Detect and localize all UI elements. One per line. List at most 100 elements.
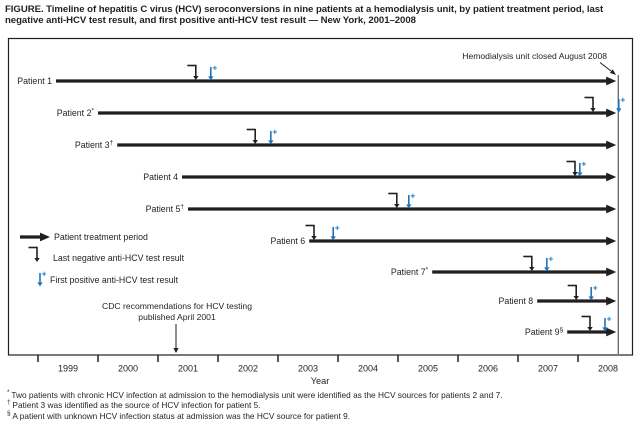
treatment-arrow — [188, 204, 617, 214]
last-negative-arrowhead — [590, 108, 596, 112]
footnote: § A patient with unknown HCV infection s… — [7, 409, 637, 421]
footnote-text: Two patients with chronic HCV infection … — [11, 390, 503, 400]
first-positive-arrowhead — [602, 327, 608, 332]
plus-sign: + — [593, 283, 598, 293]
first-positive-marker: + — [37, 269, 47, 287]
first-positive-arrowhead — [577, 172, 583, 177]
patient-9-row: Patient 9§ + — [525, 314, 617, 338]
first-positive-arrowhead — [544, 267, 550, 272]
plus-sign: + — [212, 63, 217, 73]
patient-label: Patient 5† — [146, 204, 185, 215]
patient-label: Patient 1 — [17, 76, 52, 86]
plus-sign: + — [42, 269, 47, 279]
closure-annotation-arrowhead — [609, 69, 616, 75]
first-positive-arrowhead — [616, 108, 622, 113]
patient-1-row: Patient 1 + — [17, 63, 617, 86]
year-label: 2005 — [418, 364, 438, 374]
treatment-arrow — [56, 76, 617, 86]
treatment-arrow — [537, 296, 617, 306]
patient-label: Patient 3† — [75, 140, 114, 151]
cdc-arrowhead — [173, 348, 179, 353]
first-positive-arrowhead — [406, 204, 412, 209]
first-positive-arrowhead — [268, 140, 274, 145]
patient-label: Patient 9§ — [525, 327, 564, 338]
patient-label: Patient 2* — [57, 108, 95, 119]
legend: Patient treatment period Last negative an… — [20, 232, 185, 287]
patient-7-row: Patient 7* + — [391, 254, 617, 277]
axis-label: Year — [311, 376, 330, 386]
year-label: 2000 — [118, 364, 138, 374]
patient-2-row: Patient 2* + — [57, 95, 626, 119]
year-label: 2007 — [538, 364, 558, 374]
cdc-annotation-line2: published April 2001 — [138, 312, 216, 322]
year-label: 2003 — [298, 364, 318, 374]
last-negative-marker — [246, 128, 258, 144]
treatment-arrow — [20, 232, 50, 242]
plus-sign: + — [272, 127, 277, 137]
first-positive-marker: + — [544, 254, 553, 272]
last-negative-arrowhead — [34, 258, 40, 262]
patient-label: Patient 4 — [143, 172, 178, 182]
last-negative-marker — [584, 96, 596, 112]
patient-label: Patient 6 — [270, 236, 305, 246]
last-negative-arrowhead — [394, 204, 400, 208]
legend-last-negative-label: Last negative anti-HCV test result — [53, 253, 185, 263]
first-positive-marker: + — [616, 95, 625, 113]
treatment-arrow — [182, 172, 617, 182]
footnote-text: Patient 3 was identified as the source o… — [12, 400, 261, 411]
treatment-arrowhead — [40, 232, 50, 242]
treatment-arrowhead — [606, 296, 617, 306]
cdc-annotation-line1: CDC recommendations for HCV testing — [102, 301, 252, 311]
year-label: 2001 — [178, 364, 198, 374]
treatment-arrow — [98, 108, 617, 118]
last-negative-arrowhead — [193, 76, 199, 80]
patient-4-row: Patient 4 + — [143, 159, 617, 182]
first-positive-arrowhead — [208, 76, 214, 81]
last-negative-arrowhead — [252, 140, 258, 144]
plus-sign: + — [620, 95, 625, 105]
plus-sign: + — [410, 191, 415, 201]
legend-treatment-label: Patient treatment period — [54, 232, 148, 242]
treatment-arrowhead — [606, 236, 617, 246]
year-label: 2008 — [598, 364, 618, 374]
treatment-arrow — [567, 327, 617, 337]
last-negative-arrowhead — [311, 236, 317, 240]
treatment-arrowhead — [606, 204, 617, 214]
first-positive-marker: + — [268, 127, 277, 145]
plus-sign: + — [581, 159, 586, 169]
year-label: 2002 — [238, 364, 258, 374]
treatment-arrow — [117, 140, 617, 150]
figure-title: FIGURE. Timeline of hepatitis C virus (H… — [5, 4, 604, 27]
footnote-symbol: * — [7, 389, 12, 397]
patient-6-row: Patient 6 + — [270, 223, 617, 246]
footnote: * Two patients with chronic HCV infectio… — [7, 389, 637, 400]
last-negative-marker — [523, 255, 535, 271]
patient-8-row: Patient 8 + — [498, 283, 617, 306]
last-negative-arrowhead — [572, 172, 578, 176]
plot-border — [7, 37, 634, 356]
patient-label: Patient 8 — [498, 296, 533, 306]
treatment-arrowhead — [606, 140, 617, 150]
last-negative-marker — [388, 192, 400, 208]
first-positive-arrowhead — [330, 236, 336, 241]
footnotes: * Two patients with chronic HCV infectio… — [7, 389, 637, 421]
legend-first-positive-label: First positive anti-HCV test result — [50, 275, 179, 285]
footnote-text: A patient with unknown HCV infection sta… — [12, 410, 351, 421]
first-positive-arrowhead — [37, 282, 43, 287]
footnote-symbol: § — [7, 409, 13, 417]
last-negative-marker — [567, 284, 579, 300]
closure-annotation: Hemodialysis unit closed August 2008 — [462, 51, 607, 61]
treatment-arrow — [432, 267, 617, 277]
patient-5-row: Patient 5† + — [146, 191, 617, 215]
first-positive-marker: + — [208, 63, 217, 81]
last-negative-marker — [187, 64, 199, 80]
treatment-arrow — [309, 236, 617, 246]
last-negative-marker — [305, 224, 317, 240]
patient-3-row: Patient 3† + — [75, 127, 617, 151]
plus-sign: + — [548, 254, 553, 264]
treatment-arrowhead — [606, 76, 617, 86]
first-positive-marker: + — [602, 314, 612, 332]
closure-annotation-arrow-line — [599, 62, 612, 72]
treatment-arrowhead — [606, 108, 617, 118]
